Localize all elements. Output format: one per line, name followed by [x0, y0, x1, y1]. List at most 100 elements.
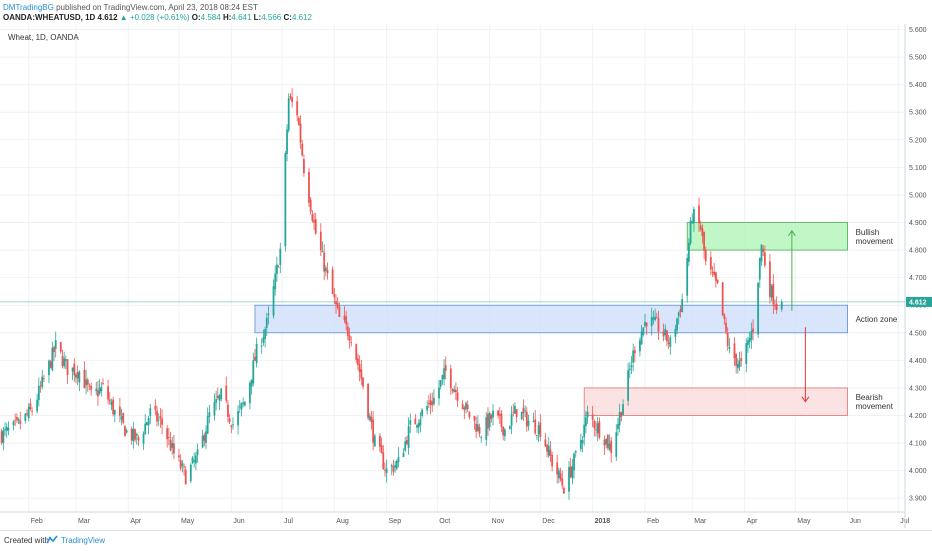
- author-link[interactable]: DMTradingBG: [3, 3, 54, 12]
- candle-body: [414, 418, 417, 425]
- candle-body: [677, 312, 680, 317]
- candle-body: [159, 416, 162, 419]
- candle-body: [14, 419, 17, 421]
- candle-body: [574, 451, 577, 453]
- candle-body: [191, 457, 194, 464]
- candle-body: [559, 473, 562, 480]
- created-with-text: Created with: [4, 536, 49, 545]
- candle-body: [392, 466, 395, 472]
- candle-body: [723, 314, 726, 319]
- candle-body: [615, 432, 618, 457]
- candle-body: [581, 440, 584, 444]
- candle-body: [433, 397, 435, 405]
- candle-body: [299, 123, 302, 143]
- tradingview-brand-link[interactable]: TradingView: [61, 536, 106, 545]
- candle-body: [86, 379, 89, 385]
- candle-body: [426, 406, 429, 411]
- low-value: 4.566: [261, 13, 282, 22]
- candle-body: [453, 389, 456, 393]
- candle-body: [134, 429, 136, 440]
- y-tick-label: 5.300: [909, 110, 927, 117]
- candle-body: [147, 418, 150, 426]
- candle-body: [88, 385, 91, 387]
- candle-body: [243, 401, 246, 406]
- candle-body: [37, 385, 40, 401]
- candle-body: [324, 267, 327, 272]
- candle-body: [498, 414, 501, 416]
- candle-body: [29, 403, 32, 410]
- candle-body: [54, 340, 57, 349]
- candle-body: [667, 342, 670, 344]
- candle-body: [721, 282, 724, 315]
- candle-body: [250, 379, 253, 387]
- candle-body: [368, 415, 371, 421]
- candle-body: [716, 279, 719, 284]
- candle-body: [308, 171, 310, 203]
- candle-body: [385, 468, 388, 474]
- candle-body: [473, 416, 476, 421]
- x-tick-label: Aug: [336, 518, 349, 525]
- candle-body: [524, 410, 527, 412]
- y-tick-label: 4.400: [909, 358, 927, 365]
- candle-body: [319, 231, 322, 251]
- candle-body: [689, 220, 692, 244]
- candle-body: [254, 356, 256, 361]
- candle-body: [189, 464, 192, 482]
- candle-body: [227, 404, 229, 417]
- candle-body: [83, 369, 86, 389]
- candle-body: [66, 359, 69, 375]
- candle-body: [747, 340, 749, 345]
- candle-body: [372, 419, 375, 443]
- candle-body: [402, 453, 405, 457]
- candle-body: [674, 328, 677, 337]
- candle-body: [561, 478, 564, 486]
- candle-body: [228, 418, 231, 422]
- candle-body: [726, 332, 729, 346]
- candle-body: [740, 358, 743, 361]
- candle-body: [584, 417, 587, 427]
- candle-body: [373, 435, 376, 447]
- candle-body: [51, 347, 54, 371]
- candle-body: [201, 435, 204, 448]
- candle-body: [232, 424, 234, 426]
- y-tick-label: 4.100: [909, 441, 927, 448]
- zone-bullish: [686, 222, 848, 251]
- candle-body: [184, 469, 187, 485]
- candle-body: [544, 439, 547, 447]
- candle-body: [323, 252, 326, 272]
- candle-body: [461, 404, 464, 409]
- candle-body: [213, 402, 216, 416]
- candle-body: [537, 425, 540, 435]
- candle-body: [536, 435, 538, 436]
- candle-body: [61, 355, 64, 367]
- price-chart[interactable]: 5.600 5.500 5.400 5.300 5.200 5.100 5.000 4.900…: [0, 24, 932, 530]
- candle-body: [331, 269, 334, 295]
- candle-body: [145, 422, 148, 426]
- candle-body: [262, 337, 265, 343]
- candle-body: [208, 412, 211, 418]
- candle-body: [662, 331, 665, 337]
- candle-body: [571, 466, 574, 479]
- candle-body: [132, 428, 135, 442]
- candle-body: [655, 317, 658, 319]
- x-tick-label: Oct: [439, 518, 450, 525]
- candle-body: [522, 407, 525, 414]
- candle-body: [404, 441, 407, 451]
- candle-body: [711, 271, 714, 274]
- candle-body: [456, 392, 459, 401]
- candle-body: [173, 443, 175, 454]
- candle-body: [573, 453, 575, 471]
- symbol-label[interactable]: OANDA:WHEATUSD, 1D: [3, 13, 96, 22]
- candle-body: [503, 429, 506, 437]
- chart-background: [0, 24, 932, 530]
- candle-body: [98, 388, 101, 394]
- y-tick-label: 5.500: [909, 55, 927, 62]
- candle-body: [110, 401, 113, 406]
- candle-body: [563, 488, 565, 494]
- candle-body: [314, 219, 317, 234]
- candle-body: [206, 416, 209, 434]
- candle-body: [380, 445, 383, 454]
- y-tick-label: 5.600: [909, 27, 927, 34]
- candle-body: [100, 386, 103, 392]
- tradingview-logo-icon: [46, 535, 58, 544]
